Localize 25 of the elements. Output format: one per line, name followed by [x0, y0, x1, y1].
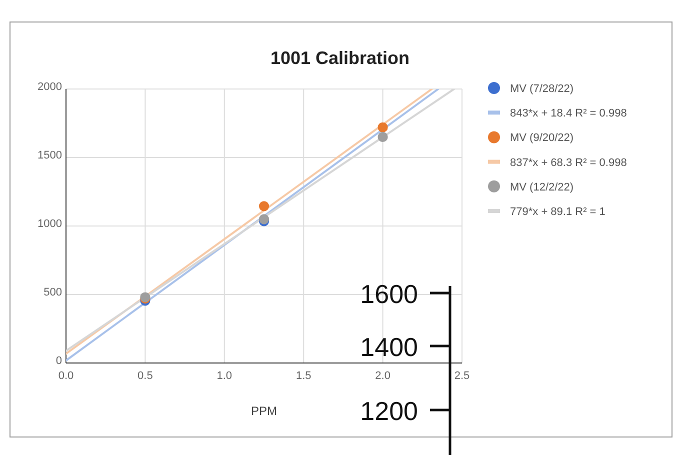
x-axis-title: PPM — [250, 404, 278, 418]
legend-label: MV (12/2/22) — [510, 181, 574, 194]
point — [378, 122, 388, 132]
annotation: 1400 — [360, 332, 418, 362]
x-tick-label: 0.5 — [138, 370, 153, 382]
point — [258, 201, 270, 212]
legend-label: MV (9/20/22) — [510, 132, 574, 144]
x-tick-label: 1.0 — [216, 370, 232, 382]
text: 1200 — [360, 396, 418, 426]
x-tick-label: 2.0 — [375, 370, 390, 382]
legend-label: 843*x + 18.4 R² = 0.998 — [510, 108, 627, 120]
x-tick-label: 1.5 — [296, 370, 312, 382]
y-tick-label: 1500 — [38, 150, 62, 162]
annotation: 1600 — [360, 279, 418, 309]
y-tick-label: 500 — [44, 286, 62, 299]
legend-label: 779*x + 89.1 R² = 1 — [510, 206, 606, 218]
y-tick-label: 2000 — [38, 81, 62, 94]
x-tick-label: 2.5 — [454, 370, 470, 382]
point — [378, 132, 388, 142]
y-tick-label: 1000 — [38, 218, 62, 230]
y-tick-label: 0 — [56, 355, 62, 368]
chart-title: 1001 Calibration — [270, 48, 410, 68]
x-tick-label: 0.0 — [58, 370, 74, 382]
legend-label: MV (7/28/22) — [510, 83, 574, 95]
legend-label: 837*x + 68.3 R² = 0.998 — [510, 156, 627, 169]
